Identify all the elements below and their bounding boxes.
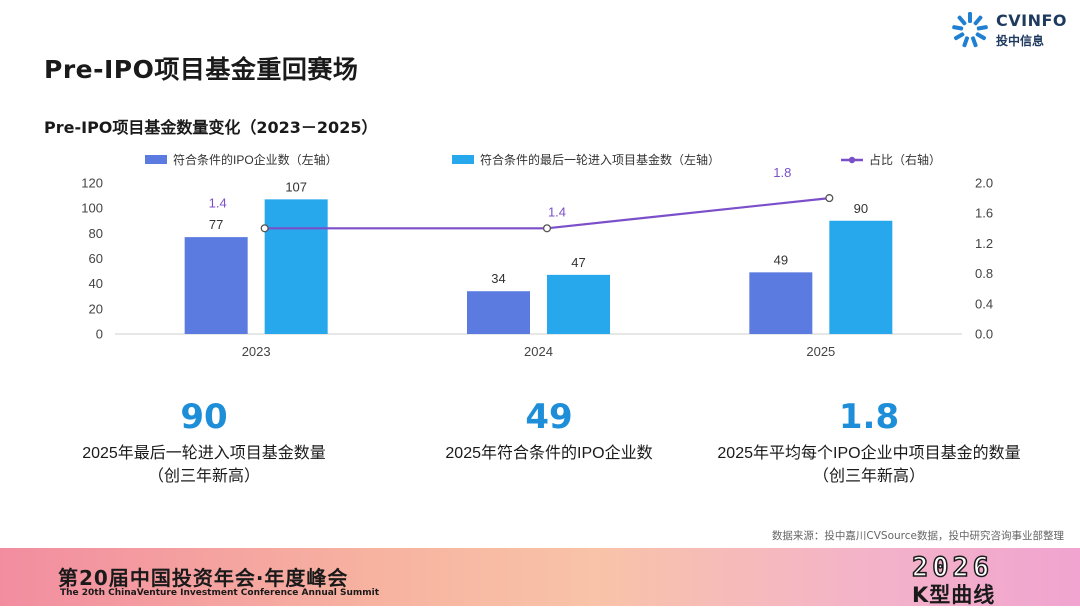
kpi-card-ratio: 1.8 2025年平均每个IPO企业中项目基金的数量 （创三年新高） xyxy=(709,398,1029,488)
ratio-data-label: 1.4 xyxy=(548,204,566,219)
footer-title-en: The 20th ChinaVenture Investment Confere… xyxy=(60,588,380,598)
y-right-tick-label: 0.0 xyxy=(975,327,993,342)
bar-data-label: 90 xyxy=(854,201,868,216)
legend-swatch xyxy=(145,155,167,164)
ratio-data-label: 1.8 xyxy=(773,165,791,180)
cvinfo-logo: CVINFO 投中信息 xyxy=(950,10,1070,50)
cvinfo-burst-icon xyxy=(952,12,988,48)
y-right-tick-label: 2.0 xyxy=(975,176,993,191)
combo-chart: 符合条件的IPO企业数（左轴） 符合条件的最后一轮进入项目基金数（左轴） 占比（右轴… xyxy=(81,152,993,359)
kpi-note: （创三年新高） xyxy=(812,468,925,485)
y-left-tick-label: 100 xyxy=(81,201,103,216)
legend-label: 符合条件的最后一轮进入项目基金数（左轴） xyxy=(480,152,720,167)
kpi-note: （创三年新高） xyxy=(147,468,260,485)
x-tick-label: 2023 xyxy=(242,344,271,359)
slide-title: Pre-IPO项目基金重回赛场 xyxy=(44,55,359,84)
logo-text-en: CVINFO xyxy=(996,11,1067,30)
kpi-value: 90 xyxy=(180,397,228,437)
bar xyxy=(184,237,248,334)
footer-year: 2026 xyxy=(911,551,994,584)
kpi-value: 49 xyxy=(525,397,573,437)
y-left-tick-label: 0 xyxy=(96,327,103,342)
kpi-card-ipo: 49 2025年符合条件的IPO企业数 xyxy=(389,398,709,466)
ratio-point xyxy=(542,224,552,233)
footer-title-cn: 第20届中国投资年会·年度峰会 xyxy=(58,566,349,590)
chart-title: Pre-IPO项目基金数量变化（2023－2025） xyxy=(44,118,378,137)
kpi-label: 2025年最后一轮进入项目基金数量 xyxy=(82,445,326,462)
bar xyxy=(467,291,530,334)
ratio-point xyxy=(260,224,269,233)
bar xyxy=(829,220,893,334)
bar-data-label: 107 xyxy=(285,179,307,194)
kpi-label: 2025年平均每个IPO企业中项目基金的数量 xyxy=(717,445,1021,462)
ratio-point xyxy=(825,194,834,203)
kpi-card-funds: 90 2025年最后一轮进入项目基金数量 （创三年新高） xyxy=(44,398,364,488)
legend-label: 符合条件的IPO企业数（左轴） xyxy=(173,152,338,167)
y-left-tick-label: 60 xyxy=(89,251,103,266)
x-tick-label: 2024 xyxy=(524,344,553,359)
kpi-value: 1.8 xyxy=(838,397,900,437)
bar xyxy=(547,274,610,334)
bar-data-label: 77 xyxy=(209,217,223,232)
footer-banner: 第20届中国投资年会·年度峰会 The 20th ChinaVenture In… xyxy=(0,548,1080,607)
y-left-tick-label: 40 xyxy=(89,276,103,291)
footer-slogan: K型曲线 xyxy=(912,583,996,607)
logo-text-cn: 投中信息 xyxy=(996,34,1045,48)
data-source-note: 数据来源：投中嘉川CVSource数据，投中研究咨询事业部整理 xyxy=(771,530,1064,542)
bar xyxy=(264,199,328,334)
y-left-tick-label: 80 xyxy=(89,226,103,241)
bar-data-label: 34 xyxy=(491,271,505,286)
bar-data-label: 49 xyxy=(774,252,788,267)
bar-data-label: 47 xyxy=(571,255,585,270)
y-left-tick-label: 120 xyxy=(81,176,103,191)
kpi-label: 2025年符合条件的IPO企业数 xyxy=(445,445,653,462)
legend-swatch xyxy=(452,155,474,164)
y-right-tick-label: 1.6 xyxy=(975,206,993,221)
legend-marker xyxy=(848,156,856,164)
bar xyxy=(749,272,813,334)
ratio-data-label: 1.4 xyxy=(209,195,227,210)
legend-label: 占比（右轴） xyxy=(869,152,941,167)
x-tick-label: 2025 xyxy=(806,344,835,359)
y-right-tick-label: 0.4 xyxy=(975,296,993,311)
y-right-tick-label: 1.2 xyxy=(975,236,993,251)
y-right-tick-label: 0.8 xyxy=(975,266,993,281)
y-left-tick-label: 20 xyxy=(89,301,103,316)
